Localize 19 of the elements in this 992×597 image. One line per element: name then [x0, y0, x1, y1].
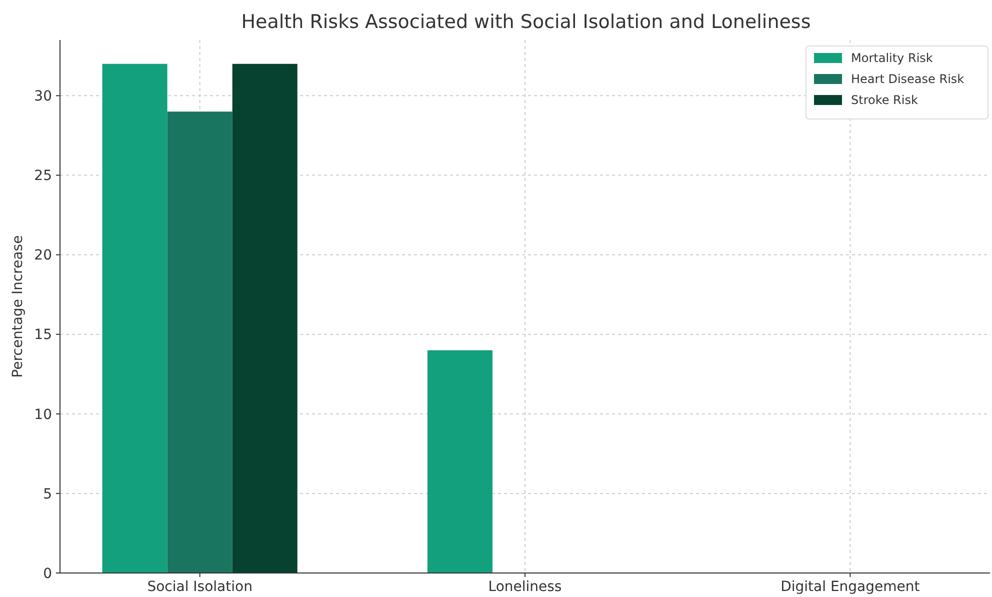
y-tick-label: 10	[34, 406, 52, 423]
bar	[427, 350, 492, 573]
y-tick-label: 15	[34, 327, 52, 344]
bar	[102, 64, 168, 573]
x-tick-label: Loneliness	[488, 579, 562, 595]
x-tick-label: Social Isolation	[147, 579, 252, 595]
chart-title: Health Risks Associated with Social Isolation and Loneliness	[241, 11, 811, 33]
y-axis-title: Percentage Increase	[10, 235, 26, 378]
bar	[232, 64, 298, 573]
y-tick-label: 30	[34, 88, 52, 105]
y-tick-label: 0	[43, 566, 52, 582]
x-tick-label: Digital Engagement	[780, 579, 920, 595]
legend-label: Mortality Risk	[851, 51, 933, 66]
y-tick-label: 25	[34, 168, 52, 184]
y-tick-label: 20	[34, 248, 52, 264]
legend-label: Stroke Risk	[851, 93, 918, 108]
legend-label: Heart Disease Risk	[851, 72, 964, 86]
y-tick-label: 5	[43, 486, 52, 502]
bar	[167, 112, 232, 573]
